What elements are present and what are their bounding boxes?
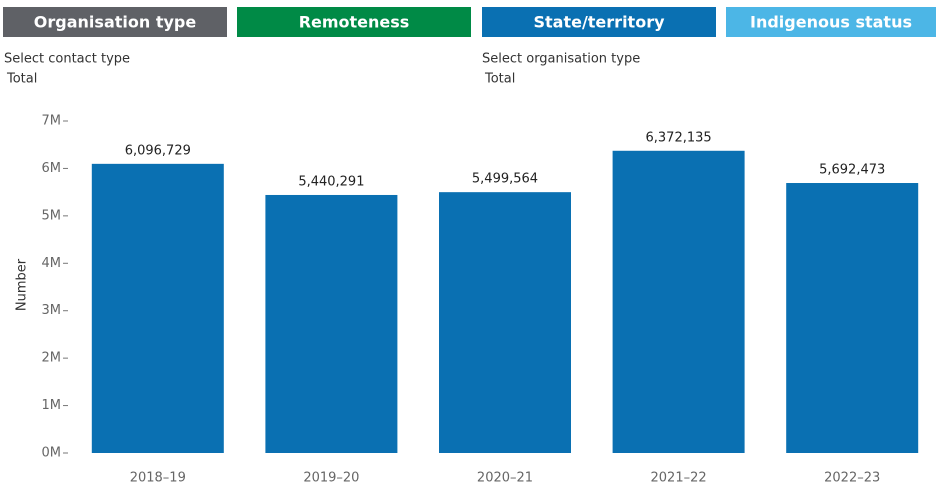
x-tick-label: 2018–19	[130, 471, 186, 486]
x-tick-label: 2021–22	[651, 471, 707, 486]
value-label: 6,096,729	[125, 143, 191, 158]
value-label: 5,440,291	[298, 174, 364, 189]
value-label: 5,692,473	[819, 163, 885, 178]
tab-state[interactable]	[482, 7, 716, 37]
y-tick-label: 6M	[42, 161, 62, 176]
tab-indigenous[interactable]	[726, 7, 936, 37]
tab-label[interactable]: Indigenous status	[750, 13, 912, 32]
tab-label[interactable]: State/territory	[533, 13, 665, 32]
filter-label: Select contact type	[4, 52, 130, 67]
filter-value[interactable]: Total	[6, 72, 37, 87]
filter-label: Select organisation type	[482, 52, 640, 67]
tab-label[interactable]: Organisation type	[34, 13, 197, 32]
y-tick-label: 2M	[42, 351, 62, 366]
tab-remoteness[interactable]	[237, 7, 471, 37]
y-tick-label: 4M	[42, 256, 62, 271]
filter-value[interactable]: Total	[484, 72, 515, 87]
tab-label[interactable]: Remoteness	[299, 13, 410, 32]
y-tick-label: 1M	[42, 398, 62, 413]
y-axis-label: Number	[15, 258, 30, 311]
bar	[265, 194, 398, 453]
y-tick-label: 3M	[42, 303, 62, 318]
x-tick-label: 2022–23	[824, 471, 880, 486]
bar	[612, 150, 745, 453]
tab-organisation[interactable]	[3, 7, 227, 37]
y-tick-label: 7M	[42, 114, 62, 129]
bar	[786, 183, 919, 453]
y-tick-label: 5M	[42, 208, 62, 223]
bar	[439, 192, 571, 454]
x-tick-label: 2020–21	[477, 471, 533, 486]
bar	[91, 163, 224, 453]
value-label: 5,499,564	[472, 172, 538, 187]
y-tick-label: 0M	[42, 446, 62, 461]
x-tick-label: 2019–20	[303, 471, 359, 486]
value-label: 6,372,135	[646, 130, 712, 145]
